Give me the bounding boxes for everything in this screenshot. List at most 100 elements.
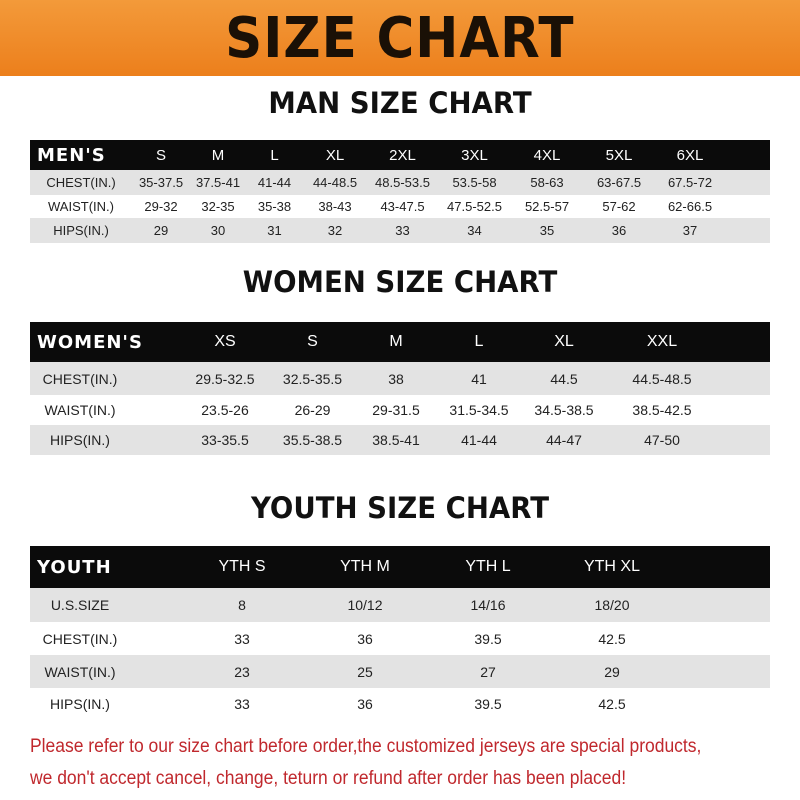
table-cell: 39.5 [474,696,502,712]
table-cell: 36 [611,223,627,238]
men-section-title: MAN SIZE CHART [268,86,532,120]
notice-line-1: Please refer to our size chart before or… [30,736,702,757]
notice-line-2: we don't accept cancel, change, teturn o… [30,768,627,789]
table-cell: 29-31.5 [372,402,420,418]
table-cell: 39.5 [474,630,502,647]
size-column-header: XS [214,333,236,350]
size-column-header: XL [325,146,345,164]
table-cell: 31 [267,223,282,238]
table-cell: 52.5-57 [524,199,570,214]
table-cell: 34.5-38.5 [534,402,594,418]
table-row: CHEST(IN.) 29.5-32.5 32.5-35.5 38 41 44.5 44.5… [30,362,770,395]
table-row: CHEST(IN.) 33 36 39.5 42.5 [30,622,770,655]
table-cell: 29.5-32.5 [195,370,255,387]
table-row: HIPS(IN.) 29 30 31 32 33 34 35 36 37 [30,218,770,243]
table-cell: 33-35.5 [201,432,249,448]
table-cell: 58-63 [530,175,564,190]
header-row: MEN'S S M L XL 2XL 3XL 4XL 5XL 6XL [30,140,770,170]
row-label: U.S.SIZE [50,597,110,613]
row-label: CHEST(IN.) [42,630,118,647]
row-label: CHEST(IN.) [46,175,116,190]
table-cell: 33 [234,630,250,647]
size-column-header: L [474,333,484,350]
table-cell: 35-38 [257,199,292,214]
table-row: WAIST(IN.) 29-32 32-35 35-38 38-43 43-47.5 47.… [30,195,770,218]
table-cell: 25 [357,663,373,680]
table-cell: 41-44 [461,432,497,448]
row-label: WAIST(IN.) [44,663,116,680]
table-cell: 47-50 [644,432,680,448]
size-chart-banner: SIZE CHART [0,0,800,76]
table-cell: 31.5-34.5 [449,402,509,418]
size-column-header: S [155,146,166,164]
table-cell: 42.5 [598,630,626,647]
size-column-header: S [307,333,318,350]
table-cell: 23.5-26 [201,402,249,418]
row-label: HIPS(IN.) [50,696,110,712]
table-cell: 33 [234,696,250,712]
table-cell: 36 [357,696,373,712]
size-column-header: 5XL [605,146,633,164]
women-section-title: WOMEN SIZE CHART [242,265,558,299]
size-column-header: YTH XL [583,558,640,575]
table-cell: 29 [604,663,620,680]
header-label: WOMEN'S [37,331,143,353]
table-cell: 42.5 [598,696,626,712]
youth-section-title: YOUTH SIZE CHART [250,491,550,525]
size-column-header: L [270,146,279,164]
size-column-header: XL [554,333,574,350]
table-cell: 23 [234,663,250,680]
table-cell: 44-48.5 [312,175,358,190]
table-cell: 38-43 [318,199,352,214]
women-size-table: WOMEN'S XS S M L XL XXL CHEST(IN.) 29.5-32.5 32.5… [30,322,770,455]
header-label: YOUTH [37,556,112,578]
table-cell: 35-37.5 [138,175,184,190]
table-cell: 26-29 [294,402,331,418]
table-cell: 38.5-41 [372,432,420,448]
table-cell: 35.5-38.5 [282,432,343,448]
table-cell: 10/12 [347,597,383,613]
table-cell: 67.5-72 [667,175,713,190]
size-column-header: 2XL [389,146,416,164]
table-cell: 27 [480,663,496,680]
table-row: CHEST(IN.) 35-37.5 37.5-41 41-44 44-48.5 48.5… [30,170,770,195]
men-size-table: MEN'S S M L XL 2XL 3XL 4XL 5XL 6XL CHEST(IN.) 35-37… [30,140,770,243]
table-cell: 32.5-35.5 [282,370,343,387]
row-label: HIPS(IN.) [50,432,110,448]
table-cell: 47.5-52.5 [447,199,502,214]
header-label: MEN'S [37,144,106,166]
row-label: HIPS(IN.) [53,223,109,238]
table-row: WAIST(IN.) 23 25 27 29 [30,655,770,688]
table-cell: 53.5-58 [452,175,497,190]
table-row: U.S.SIZE 8 10/12 14/16 18/20 [30,588,770,622]
table-cell: 48.5-53.5 [375,175,430,190]
table-cell: 63-67.5 [596,175,642,190]
table-cell: 35 [539,223,555,238]
table-cell: 41-44 [257,175,292,190]
table-cell: 32 [327,223,343,238]
header-row: YOUTH YTH S YTH M YTH L YTH XL [30,546,770,588]
table-cell: 44-47 [546,432,582,448]
table-cell: 44.5 [550,370,578,387]
table-cell: 37.5-41 [195,175,241,190]
table-row: HIPS(IN.) 33-35.5 35.5-38.5 38.5-41 41-44 44-… [30,425,770,455]
table-cell: 29-32 [144,199,178,214]
banner-title: SIZE CHART [225,5,575,71]
size-column-header: 6XL [676,146,704,164]
table-cell: 33 [395,223,410,238]
size-column-header: M [211,146,225,164]
table-cell: 8 [238,597,246,613]
table-cell: 29 [153,223,169,238]
table-cell: 62-66.5 [667,199,713,214]
size-column-header: YTH S [218,558,266,575]
table-cell: 37 [682,223,698,238]
table-cell: 32-35 [201,199,235,214]
table-row: WAIST(IN.) 23.5-26 26-29 29-31.5 31.5-34.5 34… [30,395,770,425]
table-cell: 38.5-42.5 [632,402,692,418]
table-cell: 43-47.5 [380,199,425,214]
size-column-header: XXL [646,333,678,350]
table-cell: 34 [467,223,482,238]
table-cell: 30 [210,223,226,238]
row-label: WAIST(IN.) [44,402,116,418]
table-cell: 36 [357,630,373,647]
